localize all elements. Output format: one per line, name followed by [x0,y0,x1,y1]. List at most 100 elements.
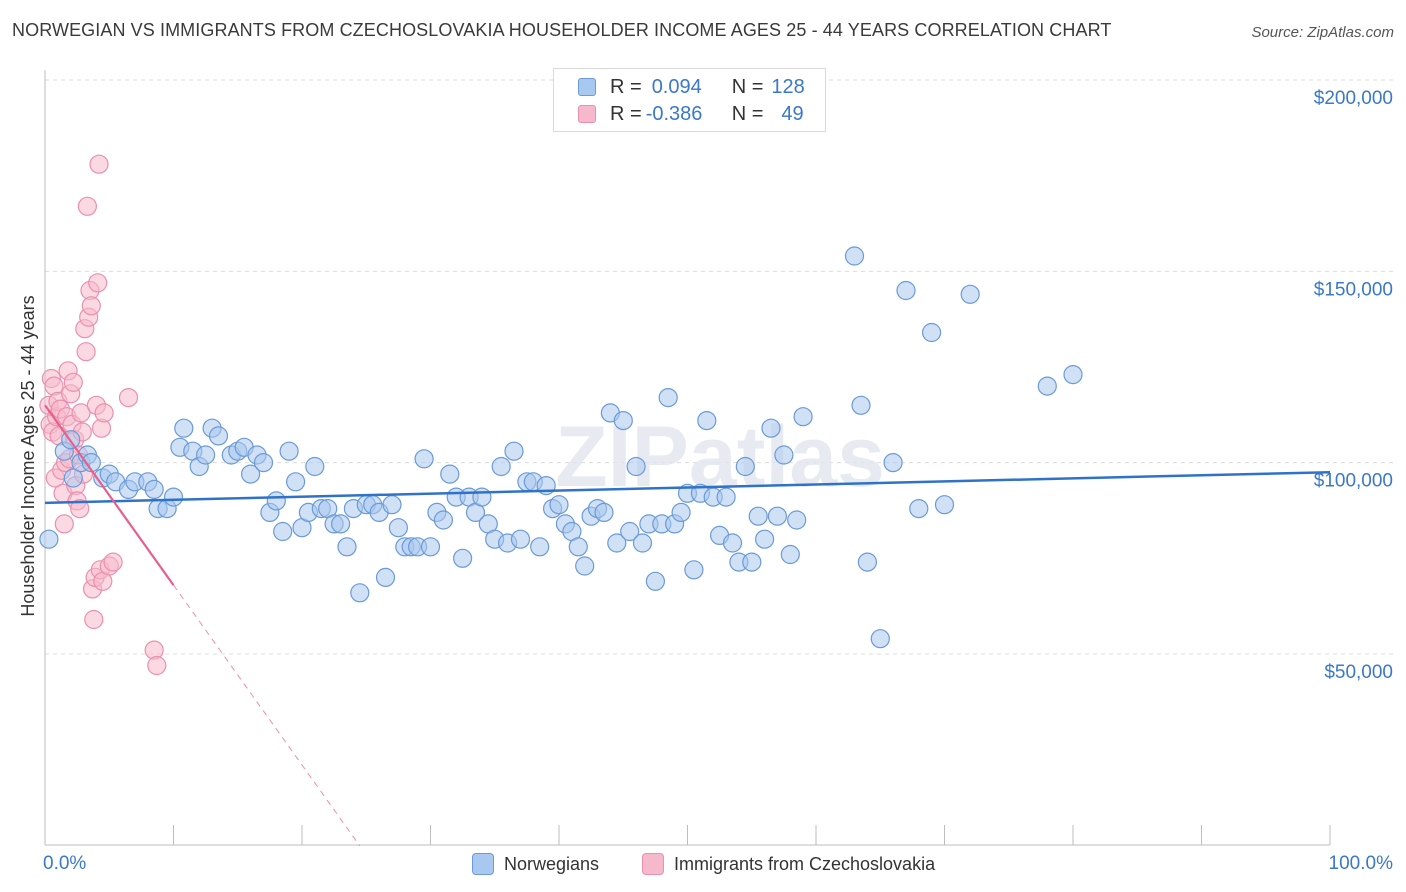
legend-label: Norwegians [504,853,600,874]
legend-item-immigrants: Immigrants from Czechoslovakia [642,852,935,876]
norwegians-point [671,502,691,523]
grid-layer [45,79,1395,655]
norwegians-point [253,453,274,473]
y-tick-label: $100,000 [1314,471,1393,492]
norwegians-point [208,426,229,446]
source-label: Source: ZipAtlas.com [1251,24,1394,41]
norwegians-point [754,529,775,549]
n-label: N = [731,102,764,125]
legend-item-norwegians: Norwegians [472,852,599,876]
correlation-legend: R = 0.094 N = 128 R = -0.386 N = 49 [553,68,826,132]
norwegians-point [491,456,511,477]
legend-label: Immigrants from Czechoslovakia [674,853,936,874]
norwegians-point [286,472,306,492]
norwegians-point [697,411,717,431]
legend-swatch-blue [578,78,596,96]
norwegians-point [530,537,550,557]
norwegians-point [504,441,524,461]
legend-swatch-pink [642,853,664,875]
norwegians-point [433,510,453,530]
y-tick-label: $200,000 [1314,88,1393,109]
immigrants-point [70,499,90,519]
norwegians-point [748,506,768,526]
norwegians-point [594,502,614,523]
norwegians-point [632,533,653,553]
n-value: 128 [771,75,805,98]
immigrants-point [147,655,167,676]
trend-line-immigrants [44,404,175,586]
y-axis-title: Householder Income Ages 25 - 44 years [18,295,38,616]
norwegians-point [626,456,646,477]
norwegians-point [174,418,194,438]
norwegians-point [382,495,402,515]
norwegians-point [273,521,293,542]
norwegians-point [767,506,788,526]
norwegians-point [279,441,299,461]
immigrants-point [88,273,108,293]
norwegians-point [921,322,942,343]
immigrants-point [118,388,139,408]
norwegians-point [1037,376,1057,396]
r-label: R = [610,102,642,125]
norwegians-point [414,449,434,469]
norwegians-point [453,548,473,568]
legend-row-immigrants: R = -0.386 N = 49 [578,102,804,126]
immigrants-point [77,196,98,216]
norwegians-point [780,544,800,565]
series-immigrants-czechoslovakia [39,154,167,676]
n-value: 49 [781,102,804,125]
trend-line-immigrants-extrapolated [173,584,361,847]
immigrants-point [103,552,123,572]
norwegians-point [896,280,916,301]
legend-swatch-blue [472,853,494,875]
chart-title: NORWEGIAN VS IMMIGRANTS FROM CZECHOSLOVA… [12,20,1112,40]
norwegians-point [844,246,865,266]
norwegians-point [472,487,492,507]
y-tick-label: $150,000 [1314,279,1393,300]
norwegians-point [645,571,666,591]
norwegians-point [607,533,627,553]
norwegians-point [684,560,704,580]
norwegians-point [722,533,743,553]
x-tick-label-max: 100.0% [1329,853,1394,874]
y-tick-label: $50,000 [1324,662,1393,683]
r-value: 0.094 [651,75,702,98]
norwegians-point [568,537,588,557]
norwegians-point [851,395,871,415]
immigrants-point [76,342,96,362]
norwegians-point [440,464,460,484]
trend-layer [44,404,1331,847]
norwegians-point [163,487,184,507]
norwegians-point [241,464,261,484]
norwegians-point [716,487,736,507]
norwegians-point [787,510,807,530]
norwegians-point [63,468,83,488]
norwegians-point [331,514,351,534]
norwegians-point [774,445,794,465]
norwegians-point [388,518,408,538]
norwegians-point [870,629,890,649]
legend-swatch-pink [578,105,596,123]
norwegians-point [420,537,441,557]
labels-layer: $50,000 $100,000 $150,000 $200,000 0.0% 100.0… [18,88,1393,874]
norwegians-point [613,411,633,431]
trend-line-norwegians [44,470,1331,505]
x-tick-label-min: 0.0% [43,853,86,874]
norwegians-point [761,418,781,438]
norwegians-point [960,284,980,304]
norwegians-point [1063,365,1083,385]
r-value: -0.386 [645,102,703,125]
norwegians-point [196,445,216,465]
norwegians-point [857,552,878,572]
norwegians-point [658,388,678,408]
norwegians-point [510,529,531,549]
norwegians-point [742,552,762,572]
norwegians-point [375,567,396,588]
norwegians-point [39,529,59,549]
norwegians-point [793,407,813,427]
norwegians-point [575,556,595,576]
norwegians-point [934,495,955,515]
norwegians-point [909,499,929,519]
n-label: N = [731,75,764,98]
